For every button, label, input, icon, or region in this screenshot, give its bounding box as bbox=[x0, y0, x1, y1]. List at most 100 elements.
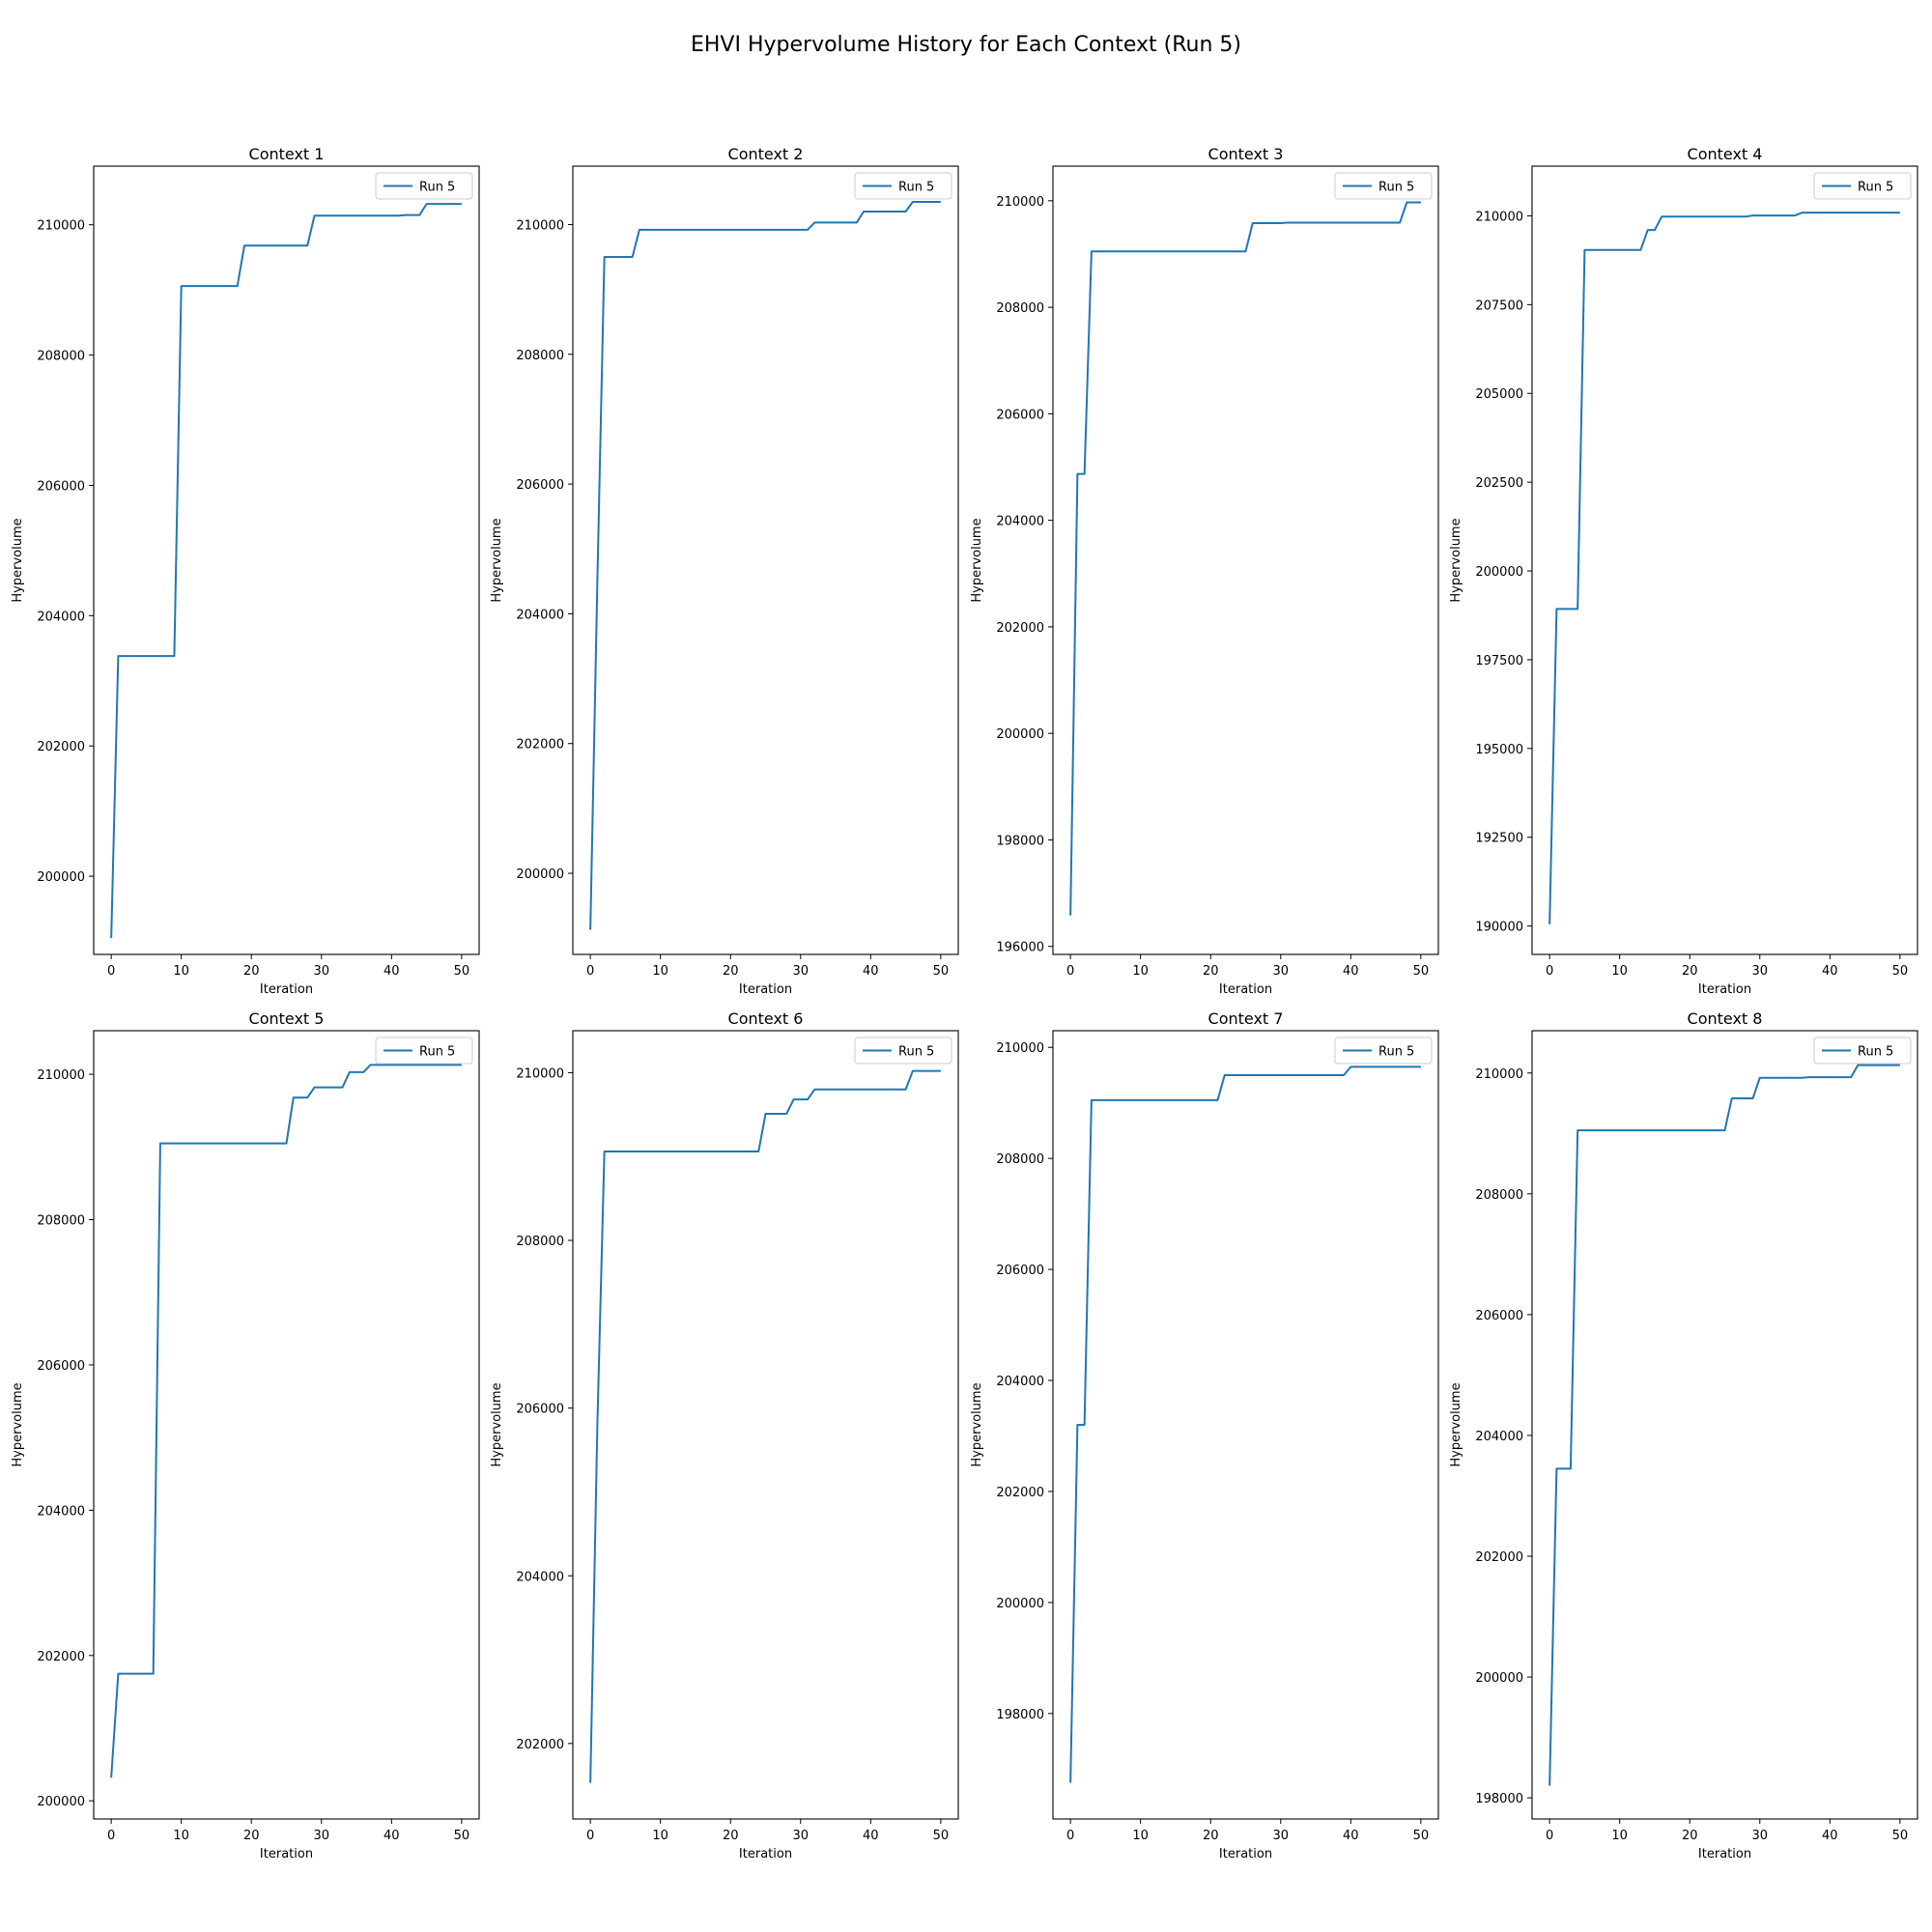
x-tick-label: 20 bbox=[723, 1829, 739, 1843]
y-tick-label: 210000 bbox=[37, 1068, 85, 1083]
x-axis-label: Iteration bbox=[260, 982, 313, 997]
y-tick-label: 196000 bbox=[996, 941, 1044, 955]
x-tick-label: 10 bbox=[1611, 964, 1628, 979]
series-line-run-5 bbox=[110, 203, 462, 939]
x-tick-label: 20 bbox=[1682, 964, 1698, 979]
x-tick-label: 0 bbox=[1066, 1829, 1074, 1843]
subplot-title: Context 2 bbox=[728, 145, 804, 163]
y-tick-label: 198000 bbox=[1475, 1792, 1523, 1806]
y-tick-label: 200000 bbox=[37, 1795, 85, 1809]
axes-frame bbox=[572, 1030, 959, 1820]
y-tick-label: 208000 bbox=[996, 1152, 1044, 1167]
y-tick-label: 210000 bbox=[37, 219, 85, 234]
legend-box bbox=[1334, 1037, 1433, 1065]
y-tick-label: 208000 bbox=[1475, 1188, 1523, 1203]
y-tick-label: 210000 bbox=[996, 1041, 1044, 1056]
x-tick-label: 30 bbox=[792, 964, 809, 979]
y-tick-label: 210000 bbox=[516, 1066, 564, 1081]
series-line-run-5 bbox=[110, 1064, 462, 1778]
legend-label: Run 5 bbox=[419, 1045, 455, 1060]
axes-frame bbox=[1052, 1030, 1439, 1820]
x-tick-label: 40 bbox=[1822, 1829, 1838, 1843]
x-tick-label: 10 bbox=[652, 1829, 668, 1843]
axes-frame bbox=[93, 1030, 480, 1820]
y-tick-label: 210000 bbox=[1475, 210, 1523, 224]
y-tick-label: 202000 bbox=[37, 740, 85, 754]
x-tick-label: 30 bbox=[313, 964, 329, 979]
x-tick-label: 20 bbox=[723, 964, 739, 979]
y-tick-label: 192500 bbox=[1475, 832, 1523, 846]
subplot-1: 0 10 20 30 40 50 200000 202000 204000 206000 20800… bbox=[11, 145, 480, 997]
x-tick-label: 0 bbox=[1546, 964, 1553, 979]
series-line-run-5 bbox=[1069, 201, 1421, 916]
legend-label: Run 5 bbox=[1378, 1045, 1414, 1060]
subplot-title: Context 3 bbox=[1208, 145, 1284, 163]
y-tick-label: 198000 bbox=[996, 834, 1044, 848]
x-tick-label: 40 bbox=[863, 1829, 879, 1843]
legend: Run 5 bbox=[1813, 172, 1912, 200]
x-tick-label: 40 bbox=[384, 1829, 400, 1843]
legend-box bbox=[1334, 172, 1433, 200]
x-axis-label: Iteration bbox=[1219, 982, 1272, 997]
subplot-title: Context 1 bbox=[249, 145, 325, 163]
x-axis-label: Iteration bbox=[260, 1847, 313, 1861]
x-tick-label: 30 bbox=[792, 1829, 809, 1843]
axes-frame bbox=[93, 165, 480, 955]
subplot-title: Context 7 bbox=[1208, 1009, 1284, 1028]
y-tick-label: 206000 bbox=[996, 408, 1044, 422]
x-tick-label: 0 bbox=[1546, 1829, 1553, 1843]
y-tick-label: 204000 bbox=[37, 610, 85, 624]
subplot-5: 0 10 20 30 40 50 200000 202000 204000 206000 20800… bbox=[11, 1009, 480, 1861]
x-tick-label: 50 bbox=[454, 1829, 470, 1843]
y-tick-label: 202500 bbox=[1475, 476, 1523, 491]
x-tick-label: 20 bbox=[243, 1829, 260, 1843]
x-tick-label: 30 bbox=[1272, 1829, 1289, 1843]
legend-box bbox=[854, 172, 952, 200]
y-axis-label: Hypervolume bbox=[11, 518, 25, 602]
y-axis-label: Hypervolume bbox=[970, 1382, 984, 1466]
subplot-8: 0 10 20 30 40 50 198000 200000 202000 204000 20600… bbox=[1449, 1009, 1918, 1861]
x-tick-label: 10 bbox=[1132, 1829, 1149, 1843]
y-tick-label: 190000 bbox=[1475, 921, 1523, 935]
y-tick-label: 204000 bbox=[996, 1375, 1044, 1389]
legend-label: Run 5 bbox=[1858, 1045, 1893, 1060]
legend: Run 5 bbox=[1334, 172, 1433, 200]
x-tick-label: 10 bbox=[173, 1829, 189, 1843]
x-axis-label: Iteration bbox=[1698, 982, 1751, 997]
legend: Run 5 bbox=[854, 172, 952, 200]
y-tick-label: 208000 bbox=[37, 350, 85, 364]
x-tick-label: 40 bbox=[863, 964, 879, 979]
y-tick-label: 198000 bbox=[996, 1708, 1044, 1722]
y-tick-label: 208000 bbox=[37, 1214, 85, 1229]
y-tick-label: 204000 bbox=[516, 1570, 564, 1584]
x-tick-label: 30 bbox=[1272, 964, 1289, 979]
y-tick-label: 204000 bbox=[516, 608, 564, 622]
x-axis-label: Iteration bbox=[739, 1847, 792, 1861]
x-tick-label: 40 bbox=[1343, 1829, 1359, 1843]
x-tick-label: 40 bbox=[1822, 964, 1838, 979]
y-tick-label: 200000 bbox=[996, 727, 1044, 742]
y-axis-label: Hypervolume bbox=[490, 1382, 504, 1466]
series-line-run-5 bbox=[589, 200, 941, 930]
legend-label: Run 5 bbox=[898, 181, 934, 195]
x-tick-label: 30 bbox=[1751, 964, 1768, 979]
x-tick-label: 50 bbox=[933, 1829, 950, 1843]
x-tick-label: 20 bbox=[243, 964, 260, 979]
x-tick-label: 40 bbox=[384, 964, 400, 979]
y-tick-label: 202000 bbox=[996, 1486, 1044, 1500]
x-tick-label: 10 bbox=[1611, 1829, 1628, 1843]
legend-label: Run 5 bbox=[1378, 181, 1414, 195]
subplot-title: Context 6 bbox=[728, 1009, 804, 1028]
x-tick-label: 10 bbox=[1132, 964, 1149, 979]
x-tick-label: 10 bbox=[173, 964, 189, 979]
x-tick-label: 50 bbox=[1892, 1829, 1909, 1843]
legend: Run 5 bbox=[1813, 1037, 1912, 1065]
subplot-7: 0 10 20 30 40 50 198000 200000 202000 204000 20600… bbox=[970, 1009, 1439, 1861]
x-tick-label: 0 bbox=[107, 1829, 115, 1843]
legend-box bbox=[854, 1037, 952, 1065]
y-tick-label: 206000 bbox=[1475, 1309, 1523, 1323]
y-axis-label: Hypervolume bbox=[970, 518, 984, 602]
legend: Run 5 bbox=[1334, 1037, 1433, 1065]
y-tick-label: 206000 bbox=[37, 1359, 85, 1374]
